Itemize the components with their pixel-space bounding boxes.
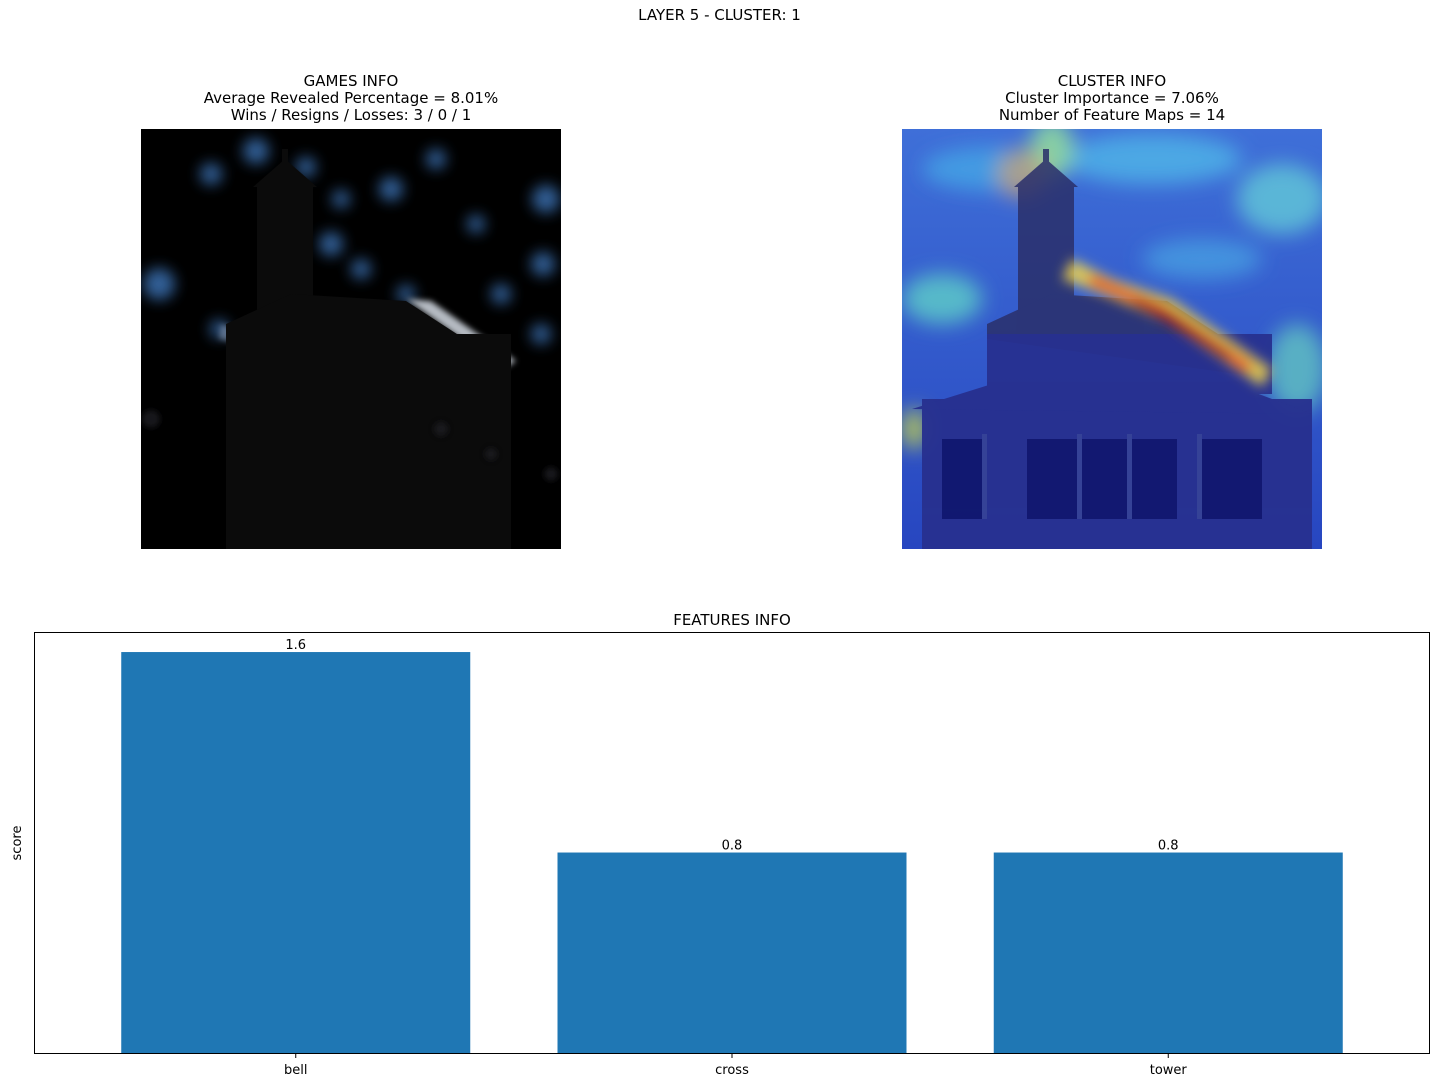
cluster-importance: Cluster Importance = 7.06%	[1005, 89, 1219, 107]
x-tick-label-cross: cross	[715, 1063, 749, 1078]
revealed-church-image	[141, 129, 561, 549]
x-tick-label-tower: tower	[1150, 1063, 1188, 1078]
features-info-title: FEATURES INFO	[673, 611, 791, 629]
games-info-wins-resigns-losses: Wins / Resigns / Losses: 3 / 0 / 1	[230, 106, 472, 124]
bar-value-label-tower: 0.8	[1158, 839, 1179, 854]
games-info-title: GAMES INFO Average Revealed Percentage =…	[141, 73, 561, 124]
feature-maps-count: Number of Feature Maps = 14	[998, 106, 1226, 124]
cluster-info-heading: CLUSTER INFO	[1057, 72, 1167, 90]
games-info-revealed-percentage: Average Revealed Percentage = 8.01%	[203, 89, 499, 107]
bar-bell	[121, 652, 471, 1053]
figure-title: LAYER 5 - CLUSTER: 1	[638, 6, 801, 24]
y-axis-label: score	[10, 826, 25, 861]
bar-value-label-bell: 1.6	[285, 638, 306, 653]
cluster-info-title: CLUSTER INFO Cluster Importance = 7.06% …	[902, 73, 1322, 124]
bar-value-label-cross: 0.8	[722, 839, 743, 854]
games-info-heading: GAMES INFO	[303, 72, 399, 90]
bar-tower	[993, 852, 1343, 1053]
bar-cross	[557, 852, 907, 1053]
cluster-heatmap-image	[902, 129, 1322, 549]
x-tick-label-bell: bell	[284, 1063, 307, 1078]
